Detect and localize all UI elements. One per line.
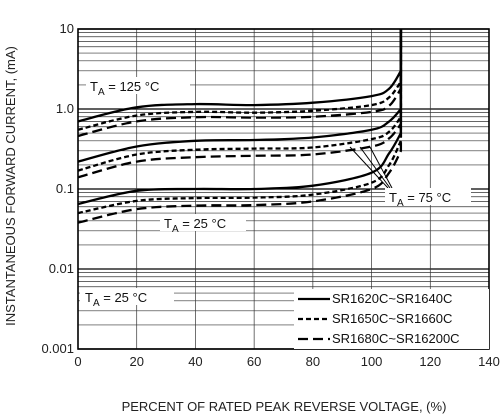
annotation-t75: TA = 75 °C xyxy=(389,190,451,209)
legend-label: SR1680C~SR16200C xyxy=(332,331,460,346)
legend-label: SR1650C~SR1660C xyxy=(332,311,452,326)
y-axis-title: INSTANTANEOUS FORWARD CURRENT, (mA) xyxy=(3,46,18,326)
annotation-t25_top: TA = 25 °C xyxy=(164,216,226,235)
x-tick-label: 80 xyxy=(306,354,320,369)
legend-label: SR1620C~SR1640C xyxy=(332,291,452,306)
series-line-125c-dotted xyxy=(77,29,403,131)
series-line-25c-dashed xyxy=(77,29,403,224)
y-tick-labels: 0.001 0.01 0.1 1.0 10 xyxy=(41,21,74,356)
series-line-125c-dashed xyxy=(77,29,403,138)
annotation-leader-line xyxy=(359,146,391,189)
annotation-bg xyxy=(80,288,174,305)
annotation-bg xyxy=(160,214,246,231)
x-tick-labels: 0 20 40 60 80 100 120 140 xyxy=(74,354,499,369)
x-axis-title: PERCENT OF RATED PEAK REVERSE VOLTAGE, (… xyxy=(122,399,447,414)
series-line-75c-dotted xyxy=(77,29,403,172)
y-tick-label: 0.01 xyxy=(49,261,74,276)
annotation-bg xyxy=(385,188,471,205)
y-tick-label: 0.1 xyxy=(56,181,74,196)
series-line-75c-dashed xyxy=(77,29,403,179)
x-tick-label: 0 xyxy=(74,354,81,369)
annotation-leaders xyxy=(349,146,393,189)
annotations: TA = 125 °C TA = 75 °C TA = 25 °C TA = 25 °… xyxy=(80,77,471,309)
x-tick-label: 140 xyxy=(478,354,500,369)
series-line-125c-solid xyxy=(77,29,403,123)
y-tick-label: 0.001 xyxy=(41,341,74,356)
x-tick-label: 40 xyxy=(188,354,202,369)
annotation-t125: TA = 125 °C xyxy=(90,79,159,98)
series-line-25c-dotted xyxy=(77,29,403,215)
annotation-bg xyxy=(86,77,190,94)
annotation-leader-line xyxy=(349,146,389,189)
plot-frame xyxy=(77,28,490,350)
annotation-t25_legend: TA = 25 °C xyxy=(85,290,147,309)
x-tick-label: 60 xyxy=(247,354,261,369)
annotation-leader-line xyxy=(369,146,393,189)
y-tick-label: 10 xyxy=(60,21,74,36)
x-tick-label: 120 xyxy=(419,354,441,369)
x-tick-label: 20 xyxy=(129,354,143,369)
series-line-25c-solid xyxy=(77,29,403,206)
curves xyxy=(77,29,403,224)
legend: SR1620C~SR1640C SR1650C~SR1660C SR1680C~SR… xyxy=(294,289,489,349)
x-tick-label: 100 xyxy=(361,354,383,369)
series-line-75c-solid xyxy=(77,29,403,163)
y-tick-label: 1.0 xyxy=(56,101,74,116)
